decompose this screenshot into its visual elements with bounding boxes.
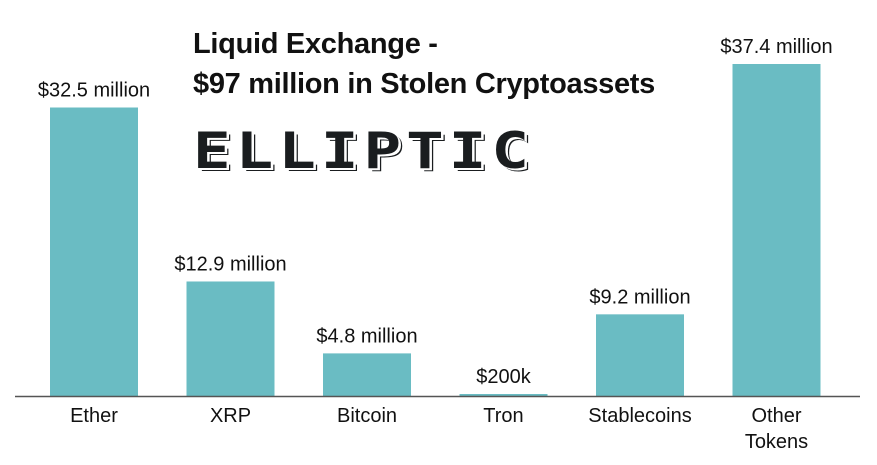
chart-title-line1: Liquid Exchange - — [193, 28, 438, 60]
x-tick-label: Ether — [70, 405, 118, 427]
elliptic-logo: ELLIPTIC — [193, 122, 535, 180]
chart-title-line2: $97 million in Stolen Cryptoassets — [193, 68, 655, 100]
bar-other-tokens — [732, 64, 821, 396]
bar-bitcoin — [323, 353, 411, 396]
bar-xrp — [186, 281, 275, 396]
bar-stablecoins — [596, 314, 684, 396]
x-tick-label: Tokens — [745, 431, 808, 453]
data-label: $4.8 million — [316, 325, 417, 347]
bar-ether — [50, 107, 138, 397]
data-label: $32.5 million — [38, 79, 150, 101]
data-label: $200k — [476, 366, 531, 388]
data-label: $9.2 million — [589, 286, 690, 308]
x-tick-label: Bitcoin — [337, 405, 397, 427]
data-label: $37.4 million — [720, 36, 832, 58]
x-tick-label: Other — [751, 405, 801, 427]
bar-tron — [459, 394, 548, 396]
x-tick-label: XRP — [210, 405, 251, 427]
x-tick-label: Stablecoins — [588, 405, 691, 427]
x-tick-label: Tron — [483, 405, 523, 427]
data-label: $12.9 million — [174, 253, 286, 275]
